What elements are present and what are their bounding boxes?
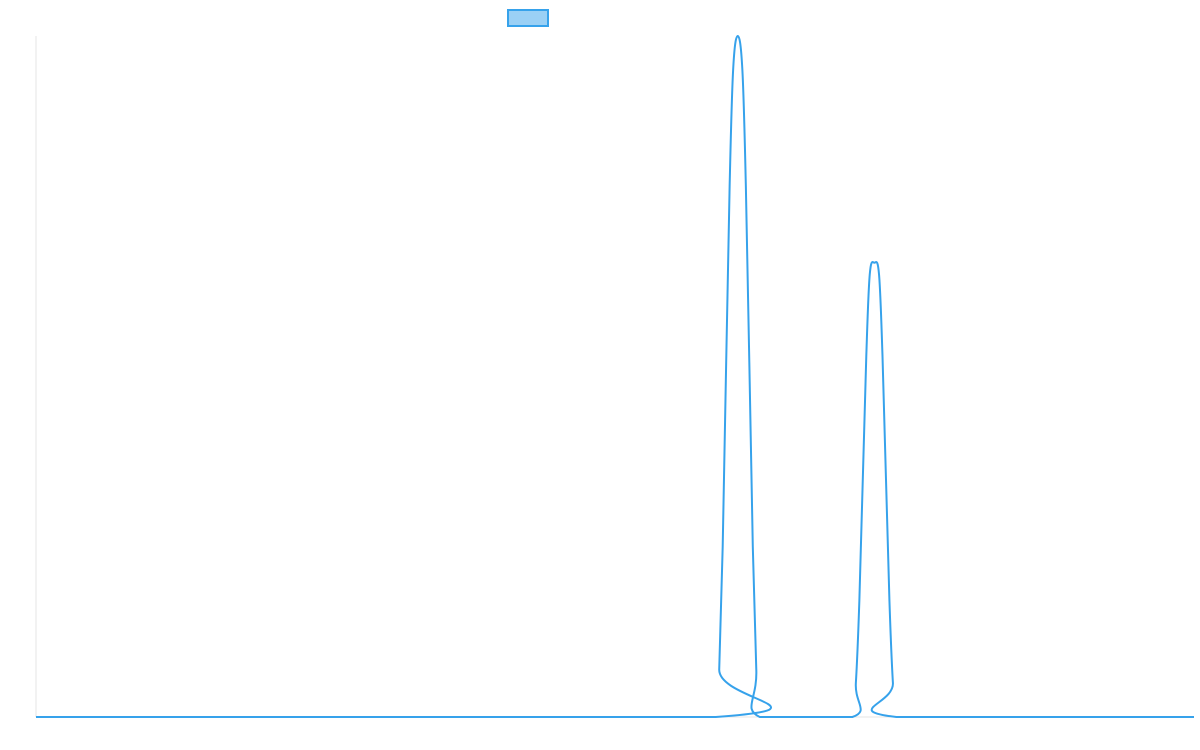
- legend-swatch-0[interactable]: [507, 9, 549, 27]
- axes: [35, 36, 1194, 718]
- legend[interactable]: [507, 9, 549, 27]
- series-line-0: [35, 35, 1194, 719]
- series-layer: [35, 35, 1194, 719]
